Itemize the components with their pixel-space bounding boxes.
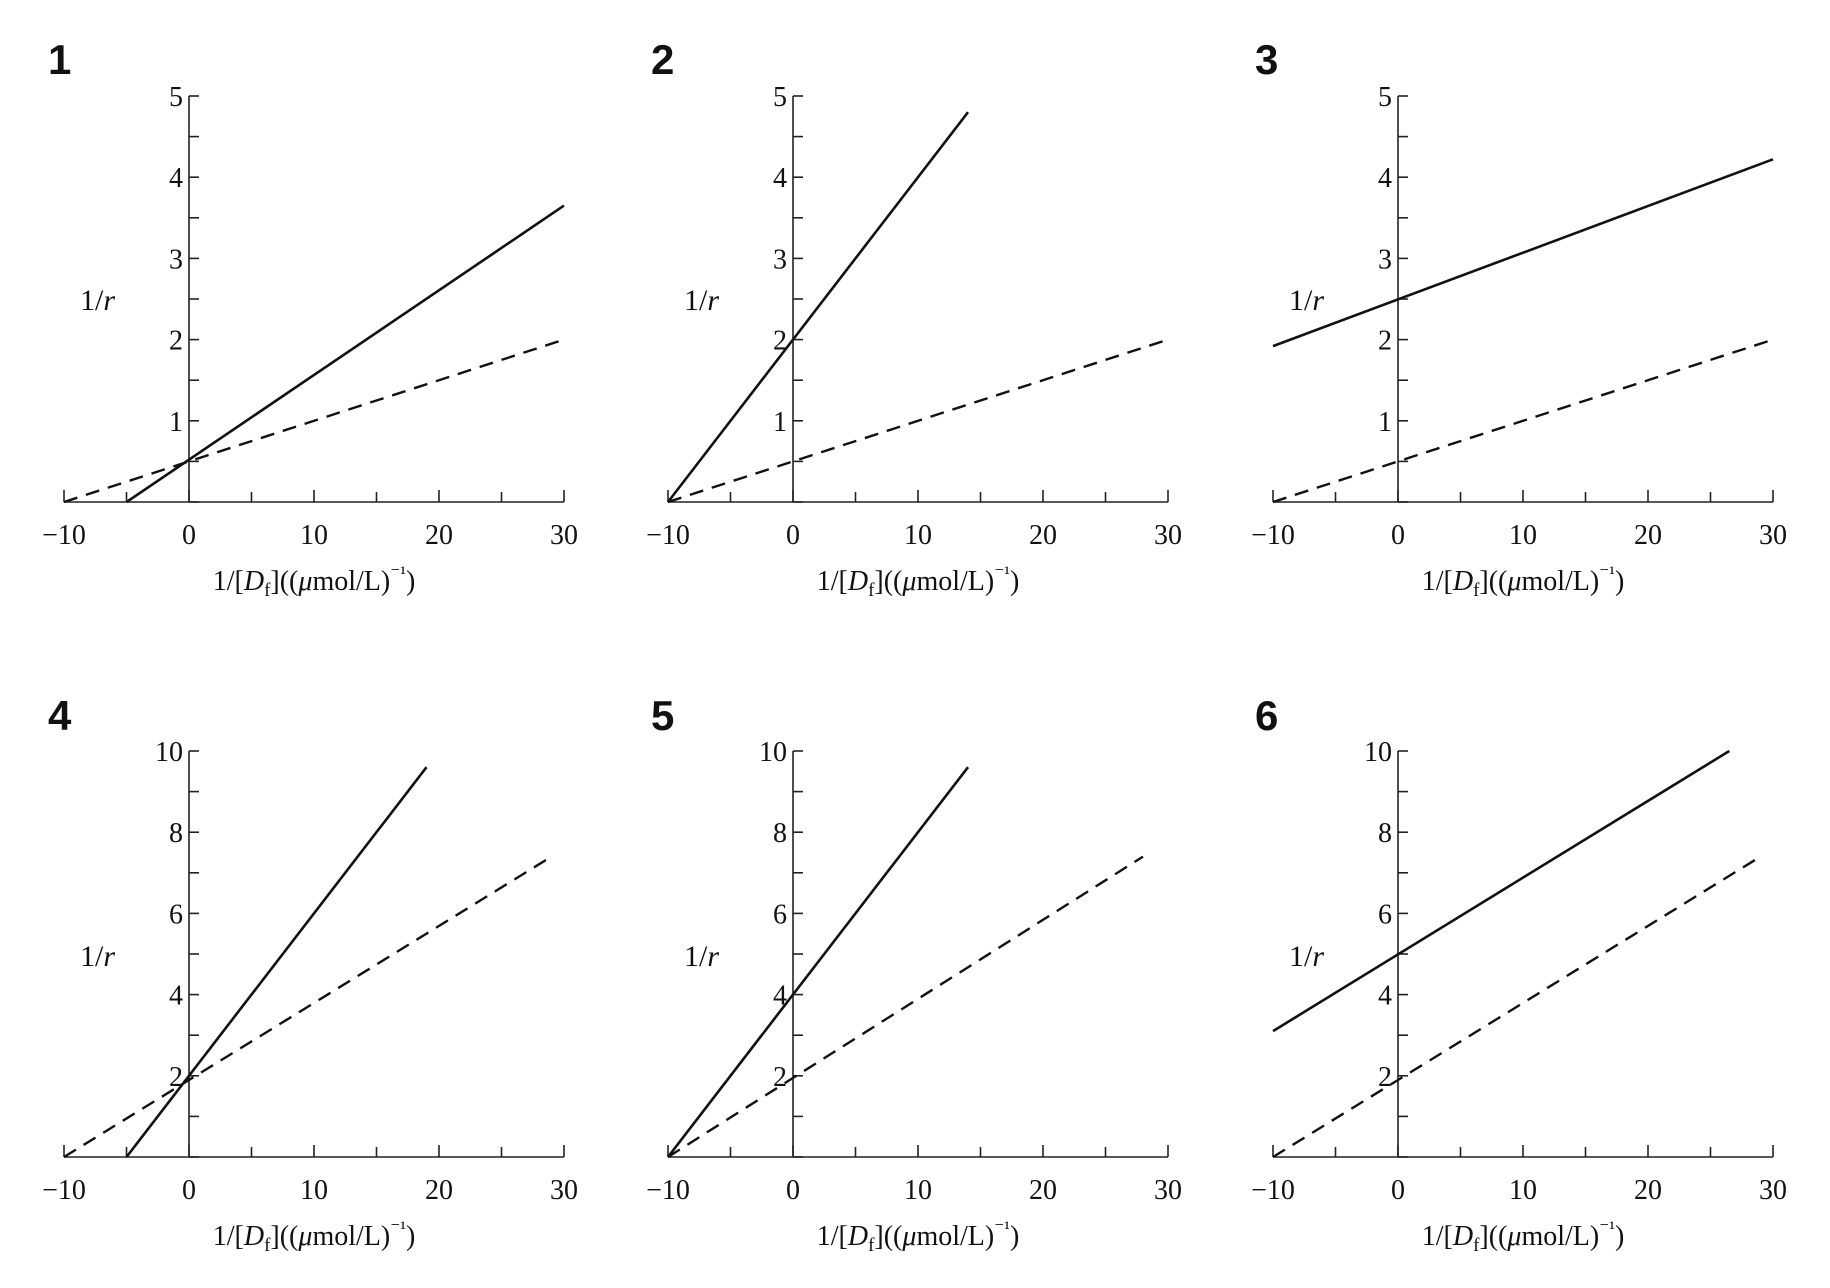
x-axis-label: 1/[Df]((μmol/L)⁻¹) xyxy=(213,1218,416,1256)
y-tick-label: 8 xyxy=(773,818,787,849)
x-tick-label: 10 xyxy=(1509,520,1537,551)
y-axis-label: 1/r xyxy=(1289,284,1324,317)
x-tick-label: 30 xyxy=(1759,520,1787,551)
y-axis-label: 1/r xyxy=(80,284,115,317)
y-axis-label: 1/r xyxy=(684,940,719,973)
solid-series-line xyxy=(125,204,565,504)
x-tick-label: −10 xyxy=(42,520,86,551)
x-tick-label: −10 xyxy=(42,1175,86,1206)
y-tick-label: 4 xyxy=(1378,981,1392,1012)
x-tick-label: 30 xyxy=(550,1175,578,1206)
solid-series-line xyxy=(666,766,970,1158)
solid-series-line xyxy=(125,766,428,1158)
x-tick-label: 30 xyxy=(550,520,578,551)
chart-panel-4: 4 −10 0 10 20 30 2 4 6 8 10 1/r 1/[Df]((μmol/L)⁻¹) xyxy=(42,692,578,1256)
dashed-series-line xyxy=(63,855,553,1159)
y-tick-label: 2 xyxy=(169,326,183,357)
chart-panel-5: 5 −10 0 10 20 30 2 4 6 8 10 1/r 1/[Df]((μmol/L)⁻¹) xyxy=(646,692,1182,1256)
x-tick-label: −10 xyxy=(646,1175,690,1206)
x-tick-label: 20 xyxy=(1029,520,1057,551)
x-tick-label: 30 xyxy=(1154,520,1182,551)
chart-panel-6: 6 −10 0 10 20 30 2 4 6 8 10 1/r 1/[Df]((μmol/L)⁻¹) xyxy=(1251,692,1787,1256)
y-tick-label: 10 xyxy=(1364,737,1392,768)
x-tick-label: 20 xyxy=(425,520,453,551)
y-tick-label: 3 xyxy=(169,244,183,275)
y-tick-label: 8 xyxy=(169,818,183,849)
x-axis-label: 1/[Df]((μmol/L)⁻¹) xyxy=(817,1218,1020,1256)
x-tick-label: 20 xyxy=(1634,1175,1662,1206)
x-tick-label: 10 xyxy=(300,520,328,551)
x-tick-label: 20 xyxy=(1634,520,1662,551)
y-tick-label: 6 xyxy=(169,899,183,930)
solid-series-line xyxy=(666,111,970,503)
y-axis-label: 1/r xyxy=(80,940,115,973)
y-tick-label: 4 xyxy=(773,163,787,194)
x-tick-label: 10 xyxy=(904,520,932,551)
x-tick-label: 10 xyxy=(1509,1175,1537,1206)
y-tick-label: 3 xyxy=(1378,244,1392,275)
y-axis-label: 1/r xyxy=(1289,940,1324,973)
y-tick-label: 1 xyxy=(773,407,787,438)
panel-number: 2 xyxy=(651,36,674,83)
solid-series-line xyxy=(1272,158,1774,348)
dashed-series-line xyxy=(63,338,565,504)
y-tick-label: 4 xyxy=(169,981,183,1012)
x-tick-label: 20 xyxy=(425,1175,453,1206)
x-tick-label: 10 xyxy=(904,1175,932,1206)
x-tick-label: −10 xyxy=(1251,1175,1295,1206)
panel-number: 3 xyxy=(1255,36,1278,83)
panel-number: 4 xyxy=(48,692,72,739)
x-tick-label: 20 xyxy=(1029,1175,1057,1206)
y-tick-label: 6 xyxy=(1378,899,1392,930)
dashed-series-line xyxy=(667,338,1169,504)
chart-panel-3: 3 −10 0 10 20 30 1 2 3 4 5 1/r 1/[Df]((μmol/L)⁻¹) xyxy=(1251,36,1787,601)
y-tick-label: 2 xyxy=(1378,1062,1392,1093)
y-tick-label: 5 xyxy=(773,82,787,113)
y-tick-label: 6 xyxy=(773,899,787,930)
solid-series-line xyxy=(1272,749,1730,1033)
y-tick-label: 10 xyxy=(155,737,183,768)
y-tick-label: 2 xyxy=(169,1062,183,1093)
y-tick-label: 4 xyxy=(1378,163,1392,194)
y-tick-label: 4 xyxy=(773,981,787,1012)
panel-number: 6 xyxy=(1255,692,1278,739)
x-tick-label: −10 xyxy=(1251,520,1295,551)
x-tick-label: 10 xyxy=(300,1175,328,1206)
x-axis-label: 1/[Df]((μmol/L)⁻¹) xyxy=(817,563,1020,601)
x-tick-label: −10 xyxy=(646,520,690,551)
chart-panel-2: 2 −10 0 10 20 30 1 2 3 4 5 1/r 1/[Df]((μmol/L)⁻¹) xyxy=(646,36,1182,601)
y-tick-label: 5 xyxy=(169,82,183,113)
y-tick-label: 1 xyxy=(1378,407,1392,438)
x-tick-label: 30 xyxy=(1154,1175,1182,1206)
chart-panel-1: 1 −10 0 10 20 30 1 2 3 4 5 1/r 1/[Df]((μmol/L)⁻¹) xyxy=(42,36,578,601)
y-tick-label: 4 xyxy=(169,163,183,194)
x-axis-label: 1/[Df]((μmol/L)⁻¹) xyxy=(213,563,416,601)
panel-number: 1 xyxy=(48,36,71,83)
x-tick-label: 0 xyxy=(786,520,800,551)
x-tick-label: 30 xyxy=(1759,1175,1787,1206)
dashed-series-line xyxy=(667,855,1144,1159)
y-tick-label: 2 xyxy=(773,326,787,357)
y-tick-label: 3 xyxy=(773,244,787,275)
x-tick-label: 0 xyxy=(182,520,196,551)
panel-number: 5 xyxy=(651,692,674,739)
dashed-series-line xyxy=(1272,338,1774,504)
x-axis-label: 1/[Df]((μmol/L)⁻¹) xyxy=(1422,1218,1625,1256)
y-tick-label: 2 xyxy=(1378,326,1392,357)
y-tick-label: 2 xyxy=(773,1062,787,1093)
dashed-series-line xyxy=(1272,855,1762,1159)
y-tick-label: 5 xyxy=(1378,82,1392,113)
x-tick-label: 0 xyxy=(786,1175,800,1206)
x-tick-label: 0 xyxy=(182,1175,196,1206)
y-tick-label: 10 xyxy=(759,737,787,768)
y-tick-label: 8 xyxy=(1378,818,1392,849)
y-axis-label: 1/r xyxy=(684,284,719,317)
x-axis-label: 1/[Df]((μmol/L)⁻¹) xyxy=(1422,563,1625,601)
x-tick-label: 0 xyxy=(1391,1175,1405,1206)
x-tick-label: 0 xyxy=(1391,520,1405,551)
y-tick-label: 1 xyxy=(169,407,183,438)
